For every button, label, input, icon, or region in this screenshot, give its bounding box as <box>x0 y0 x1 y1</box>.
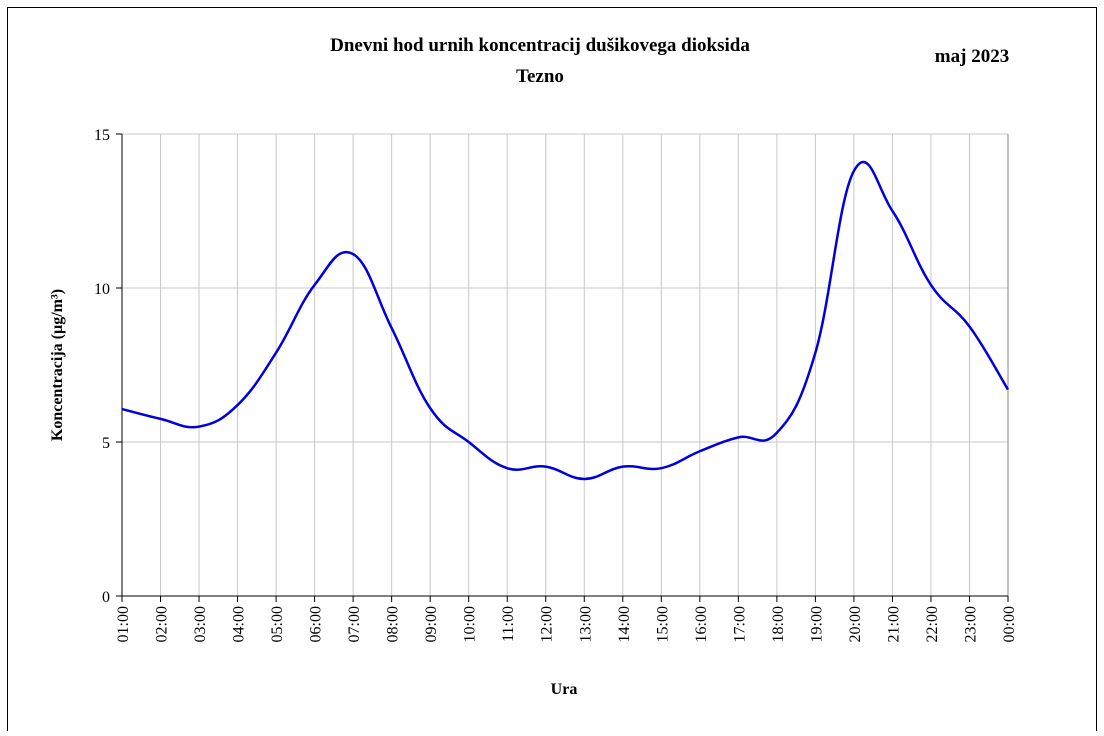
x-tick-label: 17:00 <box>731 606 748 642</box>
y-axis-label: Koncentracija (µg/m³) <box>49 289 66 441</box>
x-tick-label: 02:00 <box>154 606 171 642</box>
x-tick-label: 13:00 <box>577 606 594 642</box>
x-tick-label: 20:00 <box>847 606 864 642</box>
x-tick-label: 07:00 <box>346 606 363 642</box>
x-tick-label: 01:00 <box>115 606 132 642</box>
x-tick-label: 10:00 <box>462 606 479 642</box>
x-tick-label: 06:00 <box>308 606 325 642</box>
x-tick-label: 03:00 <box>192 606 209 642</box>
x-tick-label: 04:00 <box>231 606 248 642</box>
x-tick-label: 16:00 <box>693 606 710 642</box>
y-tick-label: 5 <box>102 435 110 452</box>
x-tick-label: 05:00 <box>269 606 286 642</box>
x-tick-label: 19:00 <box>808 606 825 642</box>
y-tick-label: 0 <box>102 589 110 606</box>
annotation: maj 2023 <box>935 46 1009 67</box>
x-tick-label: 09:00 <box>423 606 440 642</box>
x-tick-label: 15:00 <box>654 606 671 642</box>
x-tick-label: 12:00 <box>539 606 556 642</box>
x-tick-label: 23:00 <box>962 606 979 642</box>
x-tick-label: 08:00 <box>385 606 402 642</box>
x-tick-label: 21:00 <box>885 606 902 642</box>
x-tick-label: 18:00 <box>770 606 787 642</box>
x-tick-label: 00:00 <box>1001 606 1018 642</box>
y-tick-label: 15 <box>94 127 110 144</box>
x-tick-label: 14:00 <box>616 606 633 642</box>
data-line <box>121 161 1010 481</box>
chart-title: Dnevni hod urnih koncentracij dušikovega… <box>330 35 750 56</box>
y-tick-label: 10 <box>94 281 110 298</box>
frame <box>7 7 1097 731</box>
x-tick-label: 22:00 <box>924 606 941 642</box>
x-tick-label: 11:00 <box>500 606 517 642</box>
chart-subtitle: Tezno <box>516 66 564 87</box>
x-axis-label: Ura <box>551 681 578 698</box>
